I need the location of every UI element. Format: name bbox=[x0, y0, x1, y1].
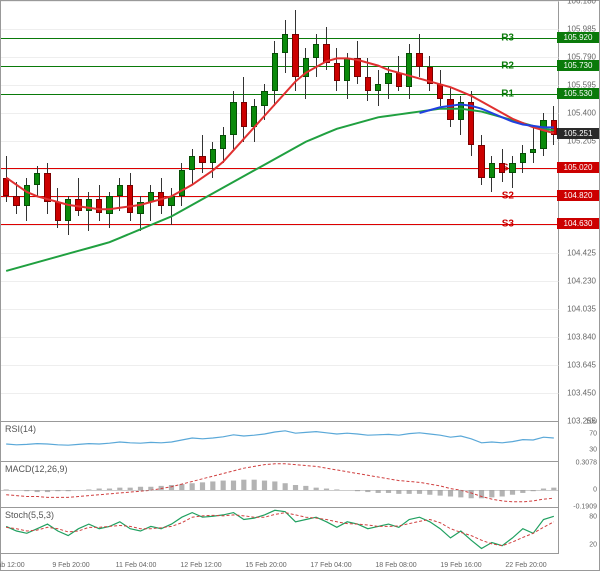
macd-tick: 0.3078 bbox=[576, 460, 597, 467]
level-label-r1: R1 bbox=[501, 89, 514, 100]
x-tick: 22 Feb 20:00 bbox=[505, 562, 546, 569]
level-tag-r2: 105.730 bbox=[557, 60, 599, 71]
level-tag-s1: 105.020 bbox=[557, 162, 599, 173]
level-label-r3: R3 bbox=[501, 33, 514, 44]
level-label-r2: R2 bbox=[501, 60, 514, 71]
rsi-tick: 30 bbox=[589, 447, 597, 454]
macd-plot bbox=[1, 462, 559, 508]
y-axis: 103.255103.450103.645103.840104.035104.2… bbox=[557, 1, 599, 421]
level-tag-r3: 105.920 bbox=[557, 32, 599, 43]
y-tick: 104.035 bbox=[567, 305, 596, 314]
macd-tick: 0 bbox=[593, 487, 597, 494]
y-tick: 103.840 bbox=[567, 333, 596, 342]
level-line-s1 bbox=[1, 168, 559, 169]
x-tick: 17 Feb 04:00 bbox=[310, 562, 351, 569]
stoch-tick: 80 bbox=[589, 514, 597, 521]
rsi-tick: 100 bbox=[585, 419, 597, 426]
stoch-panel[interactable]: Stoch(5,5,3) 2080 bbox=[1, 507, 559, 553]
level-line-r2 bbox=[1, 66, 559, 67]
stoch-y-axis: 2080 bbox=[558, 508, 600, 553]
level-label-s2: S2 bbox=[502, 191, 514, 202]
x-tick: ab 12:00 bbox=[0, 562, 25, 569]
x-tick: 18 Feb 08:00 bbox=[375, 562, 416, 569]
y-tick: 104.230 bbox=[567, 277, 596, 286]
x-tick: 9 Feb 20:00 bbox=[52, 562, 89, 569]
rsi-label: RSI(14) bbox=[5, 424, 36, 434]
level-tag-r1: 105.530 bbox=[557, 88, 599, 99]
macd-y-axis: -0.190900.3078 bbox=[558, 462, 600, 507]
level-tag-s2: 104.820 bbox=[557, 190, 599, 201]
macd-panel[interactable]: MACD(12,26,9) -0.190900.3078 bbox=[1, 461, 559, 507]
level-line-s2 bbox=[1, 196, 559, 197]
y-tick: 103.645 bbox=[567, 361, 596, 370]
rsi-panel[interactable]: RSI(14) 3070100 bbox=[1, 421, 559, 461]
price-chart[interactable]: R1R2R3S1S2S3 bbox=[1, 1, 559, 421]
level-tag-s3: 104.630 bbox=[557, 218, 599, 229]
rsi-y-axis: 30 70 100 bbox=[558, 422, 600, 461]
level-line-s3 bbox=[1, 224, 559, 225]
x-tick: 19 Feb 16:00 bbox=[440, 562, 481, 569]
level-label-s3: S3 bbox=[502, 218, 514, 229]
y-tick: 105.400 bbox=[567, 109, 596, 118]
level-line-r3 bbox=[1, 38, 559, 39]
stoch-label: Stoch(5,5,3) bbox=[5, 510, 54, 520]
y-tick: 103.450 bbox=[567, 389, 596, 398]
stoch-tick: 20 bbox=[589, 541, 597, 548]
level-line-r1 bbox=[1, 94, 559, 95]
x-tick: 15 Feb 20:00 bbox=[245, 562, 286, 569]
rsi-tick: 70 bbox=[589, 431, 597, 438]
rsi-line bbox=[1, 422, 559, 462]
y-tick: 106.180 bbox=[567, 0, 596, 6]
chart-container: R1R2R3S1S2S3 103.255103.450103.645103.84… bbox=[0, 0, 600, 571]
current-price-tag: 105.251 bbox=[557, 128, 599, 139]
x-axis: ab 12:00 9 Feb 20:00 11 Feb 04:00 12 Feb 12… bbox=[1, 553, 559, 571]
y-tick: 104.425 bbox=[567, 249, 596, 258]
macd-label: MACD(12,26,9) bbox=[5, 464, 68, 474]
x-tick: 12 Feb 12:00 bbox=[180, 562, 221, 569]
stoch-plot bbox=[1, 508, 559, 554]
ma-overlay bbox=[1, 1, 559, 421]
x-tick: 11 Feb 04:00 bbox=[116, 562, 157, 569]
